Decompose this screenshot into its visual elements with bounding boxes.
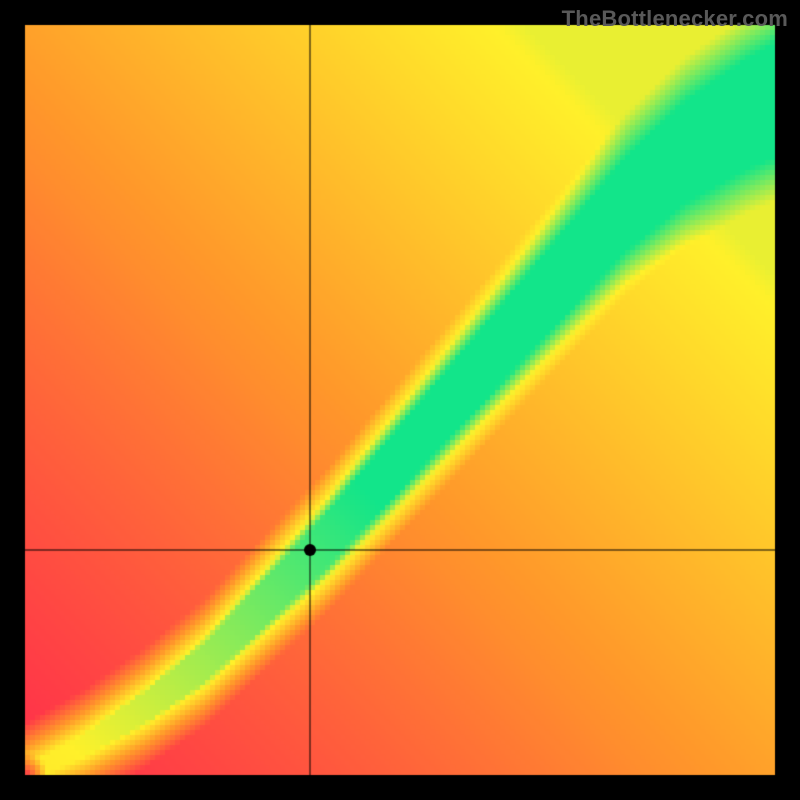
watermark-label: TheBottlenecker.com	[562, 6, 788, 32]
chart-container: TheBottlenecker.com	[0, 0, 800, 800]
heatmap-canvas	[0, 0, 800, 800]
